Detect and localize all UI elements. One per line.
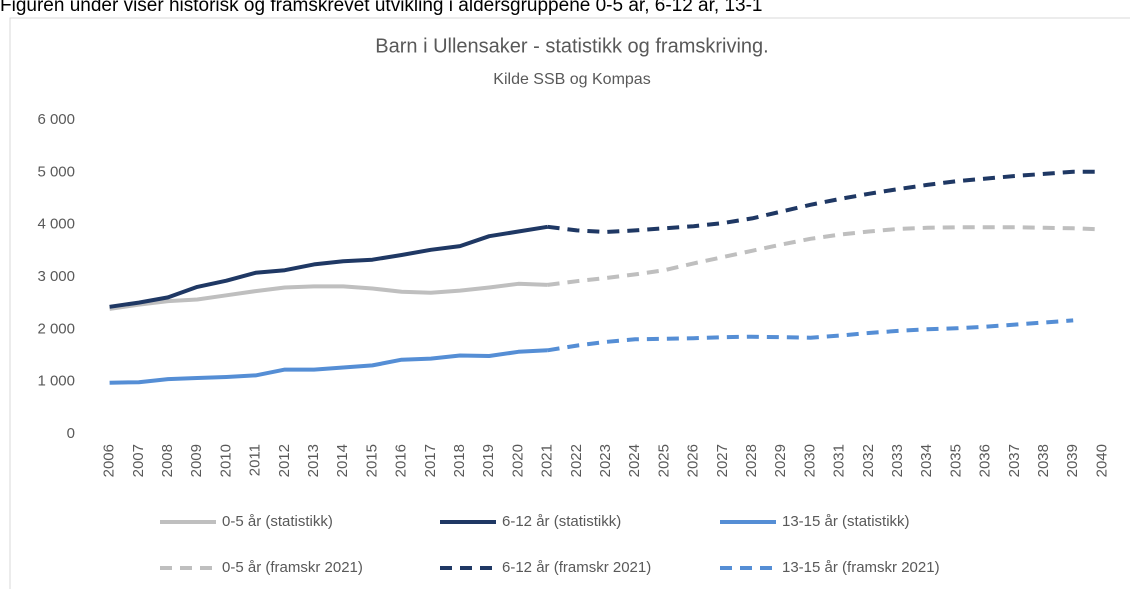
x-tick-label: 2016 [393,444,410,477]
chart-border [9,17,1130,589]
x-tick-label: 2029 [772,444,789,477]
y-tick-label: 4 000 [37,216,75,233]
x-tick-label: 2022 [568,444,585,477]
x-tick-label: 2032 [860,444,877,477]
x-tick-label: 2033 [889,444,906,477]
x-tick-label: 2040 [1093,444,1110,477]
legend-label: 0-5 år (framskr 2021) [222,559,363,576]
x-tick-label: 2031 [831,444,848,477]
x-tick-label: 2009 [188,444,205,477]
intro-text: Figuren under viser historisk og framskr… [0,0,763,16]
legend-label: 0-5 år (statistikk) [222,513,333,530]
x-tick-label: 2024 [626,444,643,477]
x-tick-label: 2025 [655,444,672,477]
x-tick-label: 2036 [977,444,994,477]
x-tick-label: 2026 [685,444,702,477]
legend-label: 13-15 år (statistikk) [782,513,910,530]
chart-subtitle: Kilde SSB og Kompas [493,71,650,88]
x-tick-label: 2019 [480,444,497,477]
series-line [547,318,1074,353]
x-tick-label: 2030 [801,444,818,477]
x-tick-label: 2021 [539,444,556,477]
x-tick-label: 2008 [159,444,176,477]
x-tick-label: 2023 [597,444,614,477]
series-line [109,348,548,385]
x-tick-label: 2027 [714,444,731,477]
x-tick-label: 2014 [334,444,351,477]
series-line [547,169,1103,234]
series-line [547,225,1103,287]
legend-label: 6-12 år (statistikk) [502,513,621,530]
x-tick-label: 2039 [1064,444,1081,477]
y-tick-label: 5 000 [37,163,75,180]
series-line [109,224,548,309]
x-tick-label: 2038 [1035,444,1052,477]
x-tick-label: 2013 [305,444,322,477]
x-tick-label: 2015 [363,444,380,477]
y-tick-label: 6 000 [37,111,75,128]
y-tick-label: 1 000 [37,373,75,390]
chart-title: Barn i Ullensaker - statistikk og framsk… [375,35,768,57]
x-tick-label: 2020 [509,444,526,477]
x-tick-label: 2035 [947,444,964,477]
x-tick-label: 2018 [451,444,468,477]
legend-label: 13-15 år (framskr 2021) [782,559,940,576]
y-tick-label: 0 [67,425,75,442]
x-tick-label: 2028 [743,444,760,477]
y-tick-label: 3 000 [37,268,75,285]
series-line [109,281,548,311]
x-tick-label: 2017 [422,444,439,477]
legend-label: 6-12 år (framskr 2021) [502,559,651,576]
x-tick-label: 2034 [918,444,935,477]
x-tick-label: 2037 [1006,444,1023,477]
x-tick-label: 2012 [276,444,293,477]
y-tick-label: 2 000 [37,320,75,337]
x-tick-label: 2011 [247,444,264,476]
x-tick-label: 2010 [217,444,234,477]
x-tick-label: 2007 [130,444,147,477]
x-tick-label: 2006 [101,444,118,477]
